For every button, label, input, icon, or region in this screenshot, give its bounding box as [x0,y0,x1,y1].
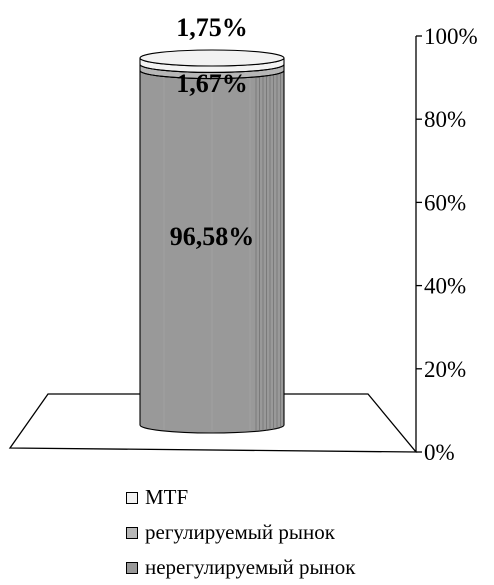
data-label: 1,67% [176,69,248,98]
legend-item: MTF [126,480,486,515]
legend-swatch [126,492,138,504]
legend-swatch [126,527,138,539]
legend-swatch [126,562,138,574]
y-tick-label: 80% [424,107,466,132]
data-label: 1,75% [176,13,248,42]
legend: MTF регулируемый рынок нерегулируемый рыно… [126,480,486,585]
chart: 0% 20% 40% 60% 80% 100% 96,58% 1,67% 1,75% [0,0,494,478]
y-tick-label: 0% [424,440,455,465]
y-tick-label: 20% [424,357,466,382]
legend-item: нерегулируемый рынок [126,550,486,585]
legend-label: нерегулируемый рынок [145,555,356,580]
y-tick-label: 100% [424,24,478,49]
y-tick-label: 40% [424,274,466,299]
data-label: 96,58% [170,222,255,251]
bar-top-cap [140,50,284,66]
legend-label: MTF [145,485,188,510]
legend-label: регулируемый рынок [145,520,335,545]
legend-item: регулируемый рынок [126,515,486,550]
y-tick-label: 60% [424,190,466,215]
